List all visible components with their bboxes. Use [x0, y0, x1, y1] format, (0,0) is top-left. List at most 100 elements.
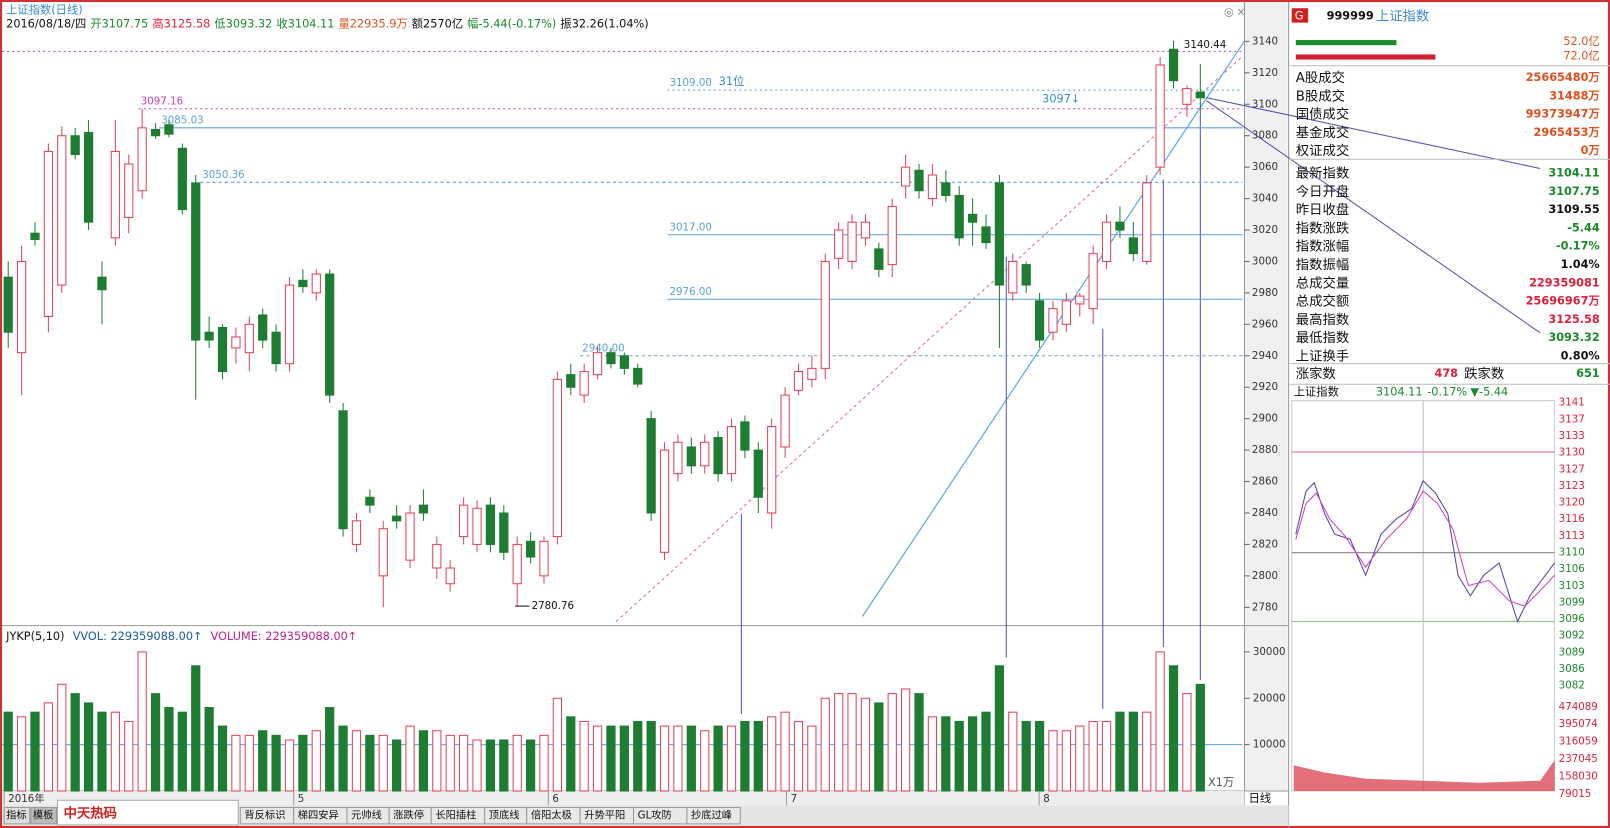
candle-body — [512, 543, 522, 585]
intraday-chg: ▼-5.44 — [1470, 385, 1508, 398]
chart-title: 上证指数(日线) — [6, 2, 82, 16]
level-label: 3109.00 — [669, 77, 711, 89]
intraday-vol-tick: 316059 — [1559, 736, 1598, 748]
candle-body — [405, 512, 415, 561]
volume-bar — [914, 693, 924, 792]
candle-body — [150, 128, 161, 137]
candle-body — [110, 150, 120, 239]
settings-icon[interactable]: ◎ — [1224, 5, 1234, 18]
intraday-tick: 3086 — [1559, 663, 1585, 675]
row-label: 指数涨幅 — [1296, 239, 1349, 255]
y-tick-label: 3140 — [1252, 35, 1278, 47]
intraday-tick: 3141 — [1559, 397, 1585, 409]
tab-label[interactable]: 倍阳太极 — [531, 809, 572, 822]
candle-body — [619, 355, 629, 369]
candle-body — [646, 418, 656, 514]
volume-bar — [659, 725, 670, 792]
level-label: 2976.00 — [669, 286, 711, 298]
close-icon[interactable]: × — [1236, 5, 1245, 18]
candle-body — [686, 446, 696, 467]
candle-body — [3, 276, 13, 333]
volume-bar — [901, 688, 911, 792]
candle-body — [673, 441, 683, 475]
tab-label[interactable]: 抄底过峰 — [691, 809, 732, 822]
tab-label[interactable]: 涨跌停 — [393, 809, 424, 822]
intraday-tick: 3113 — [1559, 530, 1585, 542]
volume-bar — [325, 707, 335, 792]
candle-body — [592, 352, 603, 376]
volume-bar — [217, 725, 228, 792]
candle-body — [941, 182, 951, 196]
level-label: 3085.03 — [161, 115, 203, 127]
volume-header-item: VVOL: 229359088.00↑ — [73, 630, 203, 643]
y-tick-label: 3000 — [1252, 255, 1278, 267]
row-value: 1.04% — [1561, 258, 1600, 271]
volume-bar — [177, 711, 187, 792]
candle-body — [525, 540, 536, 558]
tab[interactable] — [30, 806, 57, 825]
tab-label[interactable]: 梯四安异 — [298, 809, 339, 822]
volume-bar — [150, 693, 161, 792]
y-tick-label: 2980 — [1252, 287, 1278, 299]
row-value: 0.80% — [1561, 349, 1600, 362]
candle-body — [847, 221, 857, 262]
quote-item: 振32.26(1.04%) — [560, 17, 648, 31]
volume-bar — [124, 720, 134, 792]
tab[interactable] — [3, 806, 31, 825]
volume-bar — [1128, 711, 1138, 792]
row-label: 总成交额 — [1296, 293, 1349, 310]
candle-body — [887, 205, 897, 266]
y-tick-label: 3100 — [1252, 98, 1278, 110]
candle-body — [860, 221, 871, 239]
volume-bar — [686, 725, 696, 792]
tab-label[interactable]: 顶底线 — [489, 809, 520, 822]
volume-bar — [847, 693, 857, 792]
candle-body — [365, 496, 375, 506]
quote-item: 高3125.58 — [152, 17, 210, 31]
vol-tick-label: 20000 — [1253, 692, 1286, 704]
volume-bar — [57, 683, 67, 792]
volume-bar — [392, 739, 402, 792]
candle-body — [1155, 64, 1165, 168]
candle-body — [57, 135, 67, 286]
tab-label[interactable]: 升势平阳 — [584, 809, 625, 822]
row-value: 3125.58 — [1548, 313, 1600, 326]
row-value: -5.44 — [1567, 221, 1600, 234]
period[interactable]: 日线 — [1249, 791, 1272, 805]
volume-bar — [512, 734, 522, 792]
volume-bar — [258, 730, 268, 792]
intraday-tick: 3110 — [1559, 546, 1585, 558]
candle-body — [97, 276, 107, 291]
volume-bar — [191, 665, 201, 792]
tab-label[interactable]: 背反标识 — [244, 809, 285, 822]
volume-bar — [70, 693, 80, 792]
row-label: 权证成交 — [1296, 142, 1349, 159]
vol-tick-label: 30000 — [1253, 646, 1286, 658]
tab-label[interactable]: 长阳插柱 — [435, 809, 476, 822]
volume-bar — [673, 725, 683, 792]
row-label: 上证换手 — [1296, 348, 1349, 364]
candle-body — [954, 194, 964, 239]
tab-label[interactable]: GL攻防 — [638, 809, 672, 822]
candle-body — [204, 331, 214, 341]
volume-bar — [499, 739, 509, 792]
candle-body — [325, 273, 335, 396]
tab-label[interactable]: 元帅线 — [351, 809, 382, 822]
candle-body — [1182, 88, 1192, 105]
volume-bar — [860, 697, 871, 792]
candle-body — [499, 512, 509, 553]
candle-body — [1034, 300, 1045, 341]
volume-bar — [311, 730, 321, 792]
candle-body — [780, 394, 790, 448]
fall-label: 跌家数 — [1464, 365, 1504, 382]
y-tick-label: 2800 — [1252, 570, 1278, 582]
intraday-vol-tick: 395074 — [1559, 718, 1598, 730]
tab-label[interactable]: 模板 — [33, 809, 54, 822]
volume-header-item: VOLUME: 229359088.00↑ — [211, 630, 358, 643]
note: 31位 — [719, 74, 745, 88]
x-label: 5 — [298, 793, 305, 805]
volume-bar — [767, 716, 777, 792]
tab[interactable] — [686, 806, 741, 825]
tab-label[interactable]: 指标 — [6, 809, 27, 822]
